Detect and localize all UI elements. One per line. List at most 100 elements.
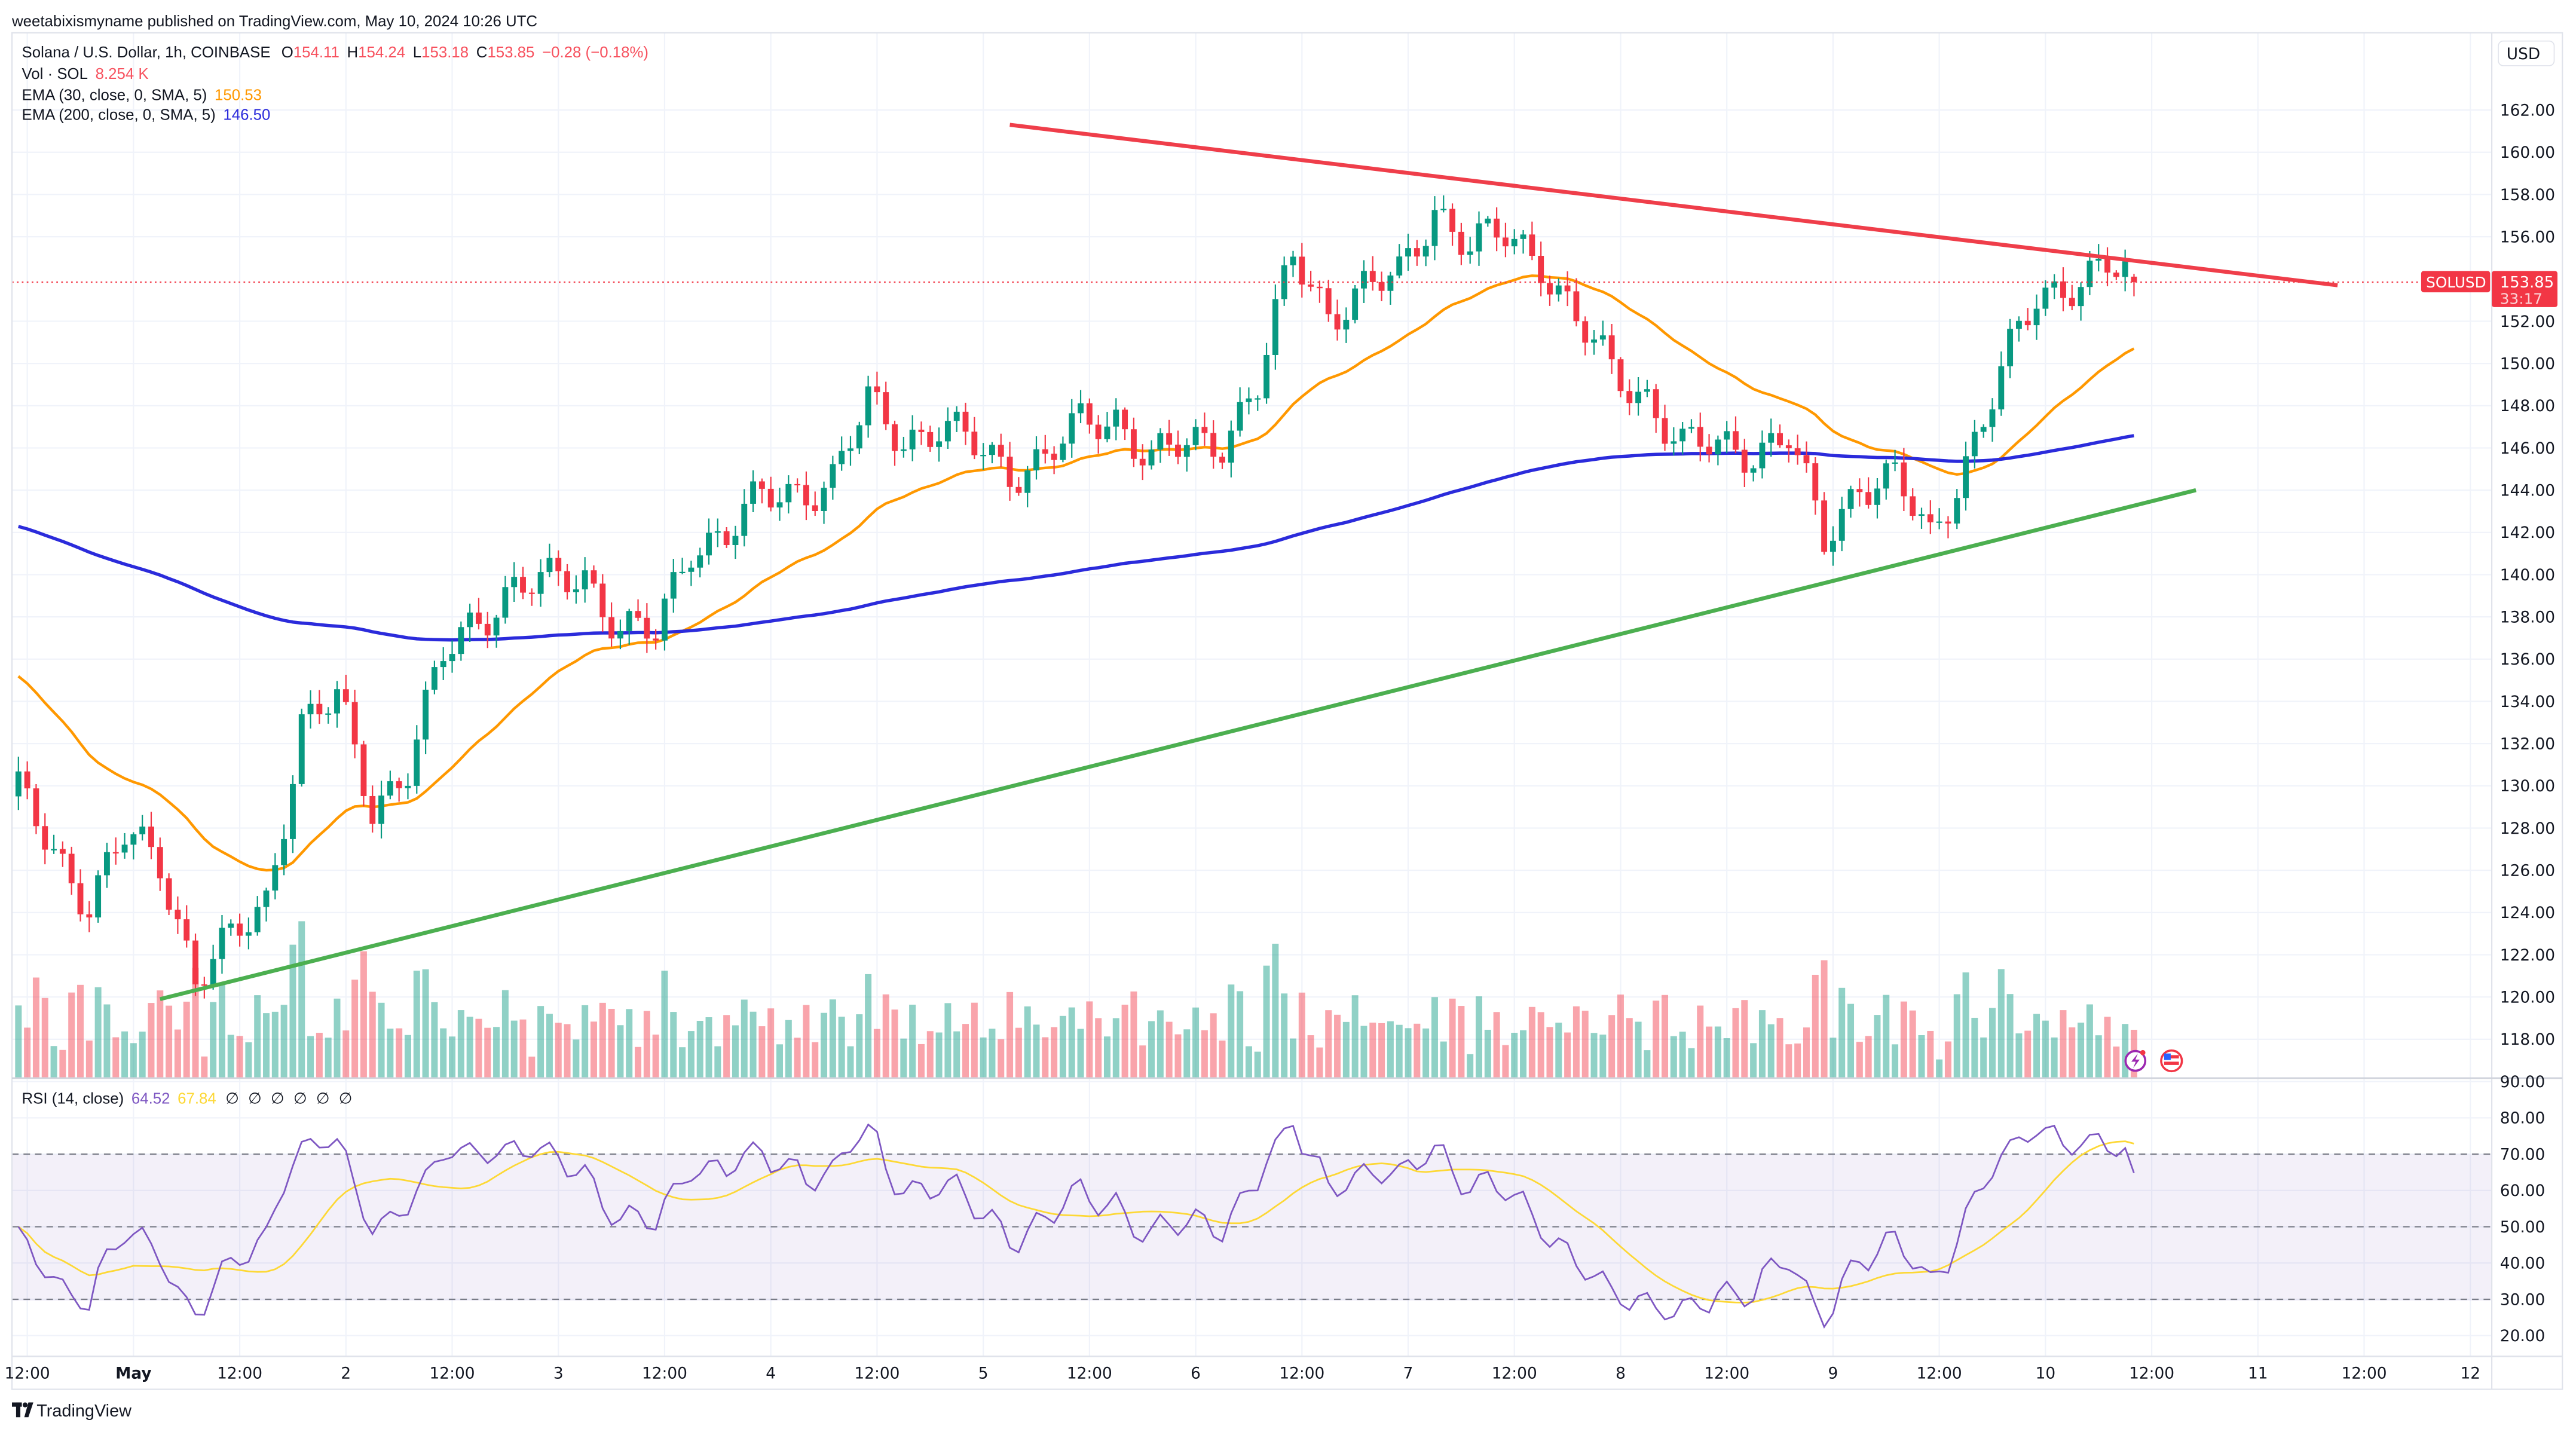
candle-body (192, 940, 198, 985)
candle-body (24, 771, 30, 789)
volume-bar (900, 1038, 907, 1078)
candle-body (750, 481, 757, 504)
candle-body (1919, 514, 1925, 516)
volume-bar (298, 921, 305, 1078)
candle-body (821, 488, 827, 511)
candle-body (971, 432, 978, 455)
rsi-band (12, 1154, 2492, 1301)
ema30-line[interactable] (17, 274, 2135, 872)
lightning-event-icon[interactable] (2124, 1049, 2147, 1072)
candle-body (662, 598, 668, 641)
candle-body (1494, 218, 1500, 238)
volume-bar (1254, 1051, 1261, 1078)
rsi-axis[interactable]: 90.00 80.00 70.00 60.00 50.00 40.00 30.00 20.00 (2500, 1073, 2545, 1345)
volume-legend[interactable]: Vol · SOL 8.254 K (22, 66, 149, 82)
price-axis[interactable]: 162.00 160.00 158.00 156.00 152.00 150.00 148.… (2500, 102, 2555, 1049)
time-axis[interactable]: 12:00 May 12:00 2 12:00 3 12:00 4 12:00 5 12:00 6 12… (5, 1365, 2480, 1383)
candle-body (77, 883, 84, 914)
ema30-legend[interactable]: EMA (30, close, 0, SMA, 5) 150.53 (22, 87, 262, 104)
volume-bar (263, 1013, 270, 1078)
price-tick-label: 146.00 (2500, 440, 2555, 458)
price-tick-label: 150.00 (2500, 355, 2555, 373)
volume-bar (289, 944, 296, 1078)
high-value: 154.24 (358, 44, 405, 61)
close-value: 153.85 (487, 44, 534, 61)
rsi-legend[interactable]: RSI (14, close) 64.52 67.84 ∅ ∅ ∅ ∅ ∅ ∅ (22, 1090, 353, 1107)
candle-body (148, 826, 154, 847)
volume-bar (608, 1008, 615, 1078)
volume-bar (1174, 1034, 1182, 1078)
candles (15, 195, 2137, 999)
candle-body (440, 661, 446, 668)
volume-bar (2122, 1024, 2129, 1078)
candle-body (892, 424, 898, 451)
candle-body (1724, 431, 1730, 440)
volume-bar (767, 1008, 775, 1078)
volume-bar (1068, 1007, 1075, 1078)
candle-body (848, 448, 853, 451)
trendlines[interactable] (159, 123, 2338, 1001)
time-tick-label: 12:00 (1279, 1365, 1324, 1383)
candle-body (1591, 339, 1597, 343)
candle-body (936, 441, 943, 447)
volume-bar (1812, 974, 1819, 1078)
candle-body (414, 739, 420, 786)
price-tick-label: 138.00 (2500, 608, 2555, 626)
tradingview-logo[interactable]: TradingView (12, 1402, 131, 1421)
close-label: C (476, 44, 488, 61)
candle-body (59, 849, 66, 854)
candle-body (95, 875, 102, 918)
volume-bar (917, 1044, 925, 1078)
us-flag-event-icon[interactable] (2160, 1049, 2183, 1073)
volume-bar (201, 1056, 208, 1078)
low-label: L (413, 44, 421, 61)
symbol-legend[interactable]: Solana / U.S. Dollar, 1h, COINBASE O154.… (22, 44, 649, 61)
candle-body (2015, 320, 2022, 329)
volume-bar (1988, 1008, 1996, 1078)
rsi-tick-label: 50.00 (2500, 1219, 2545, 1237)
candle-body (121, 844, 128, 853)
volume-bar (475, 1018, 482, 1078)
candle-body (1910, 496, 1916, 516)
volume-bar (1103, 1036, 1110, 1078)
open-value: 154.11 (293, 44, 339, 61)
candle-body (1741, 449, 1748, 473)
price-tick-label: 118.00 (2500, 1031, 2555, 1049)
candle-body (1555, 285, 1562, 295)
candle-body (423, 689, 429, 740)
candle-body (909, 429, 916, 449)
volume-bar (1511, 1033, 1518, 1078)
candle-body (2104, 258, 2110, 273)
candle-body (741, 503, 748, 536)
volume-bar (1962, 972, 1969, 1078)
volume-bar (1165, 1021, 1173, 1078)
time-tick-label: 12:00 (217, 1365, 262, 1383)
volume-bar (1635, 1021, 1642, 1078)
volume-bar (989, 1029, 996, 1078)
candle-body (130, 834, 137, 845)
volume-bar (466, 1017, 473, 1078)
volume-bar (1564, 1032, 1571, 1078)
volume-value: 8.254 K (96, 66, 149, 82)
volume-bar (2113, 1047, 2120, 1078)
support-trendline[interactable] (159, 488, 2196, 1001)
candle-body (785, 484, 792, 503)
time-tick-label: 12:00 (1067, 1365, 1112, 1383)
ema200-label: EMA (200, close, 0, SMA, 5) (22, 107, 216, 124)
ema200-legend[interactable]: EMA (200, close, 0, SMA, 5) 146.50 (22, 107, 271, 124)
tradingview-brand: TradingView (36, 1402, 131, 1421)
time-tick-label: 12:00 (2342, 1365, 2387, 1383)
chart-frame (11, 32, 2563, 1390)
volume-bar (192, 968, 199, 1078)
rsi-label: RSI (14, close) (22, 1090, 124, 1107)
rsi-na-value: ∅ (225, 1090, 238, 1107)
candle-body (1865, 492, 1872, 505)
ema200-line[interactable] (18, 434, 2134, 642)
candle-body (989, 445, 995, 455)
volume-bar (1325, 1010, 1332, 1078)
volume-bar (1892, 1044, 1899, 1078)
resistance-trendline[interactable] (1009, 123, 2338, 287)
currency-button[interactable]: USD (2498, 40, 2555, 66)
candle-body (2087, 261, 2093, 287)
